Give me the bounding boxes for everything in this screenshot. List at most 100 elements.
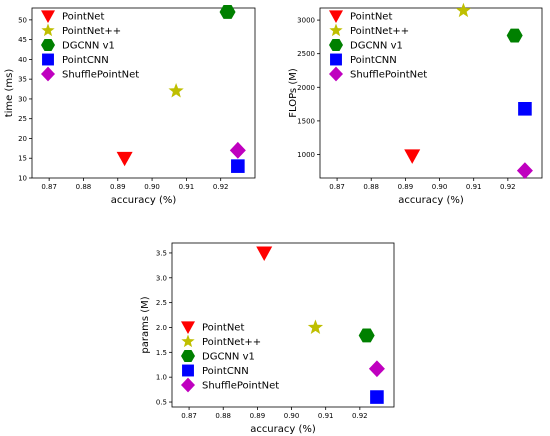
data-point-pointnet- — [455, 2, 472, 18]
x-tick-label: 0.91 — [179, 183, 195, 191]
y-tick-label: 1.0 — [156, 374, 167, 382]
plot-frame — [31, 7, 256, 179]
data-point-pointnet — [116, 151, 133, 167]
x-axis-label: accuracy (%) — [111, 195, 177, 206]
legend-marker — [181, 334, 195, 348]
data-point-shufflepointnet — [368, 360, 385, 378]
x-tick-label: 0.90 — [432, 183, 448, 191]
legend-label: PointNet++ — [62, 26, 121, 37]
y-tick-label: 0.5 — [156, 399, 167, 407]
data-point-pointnet — [404, 149, 421, 164]
legend-marker — [42, 53, 54, 66]
y-tick-label: 10 — [18, 175, 27, 183]
y-tick-label: 35 — [18, 76, 27, 84]
legend: PointNet PointNet++ DGCNN v1 PointCNN Shuffl… — [329, 10, 427, 82]
legend-label: PointCNN — [350, 55, 397, 66]
y-tick-label: 3.5 — [156, 249, 167, 257]
data-point-pointcnn — [518, 101, 532, 116]
y-tick-label: 2.5 — [156, 299, 167, 307]
y-tick-label: 15 — [18, 155, 27, 163]
y-axis-label: params (M) — [140, 296, 151, 353]
y-tick-label: 2500 — [297, 50, 315, 58]
data-point-dgcnn-v1 — [219, 5, 236, 19]
y-tick-label: 1500 — [297, 117, 315, 125]
y-tick-label: 25 — [18, 115, 27, 123]
legend-marker — [41, 23, 55, 37]
x-tick-label: 0.87 — [329, 183, 345, 191]
x-tick-label: 0.89 — [398, 183, 414, 191]
data-point-dgcnn-v1 — [506, 28, 523, 43]
y-axis-label: FLOPs (M) — [288, 68, 299, 118]
legend-label: ShufflePointNet — [202, 381, 279, 392]
subplot-1: 0.87 0.88 0.89 0.90 0.91 0.92 10 15 20 25 30 35 40 45… — [4, 5, 256, 206]
y-tick-label: 3.0 — [156, 274, 167, 282]
x-tick-label: 0.92 — [213, 183, 229, 191]
plot-frame — [171, 242, 395, 408]
x-axis-label: accuracy (%) — [250, 424, 316, 435]
legend-marker — [41, 10, 55, 23]
y-tick-label: 1000 — [297, 151, 315, 159]
legend-label: PointNet++ — [202, 337, 261, 348]
x-tick-label: 0.88 — [215, 412, 231, 420]
data-point-dgcnn-v1 — [358, 328, 375, 343]
data-point-pointnet- — [168, 83, 184, 98]
y-tick-label: 50 — [18, 16, 27, 24]
x-tick-label: 0.87 — [181, 412, 197, 420]
y-tick-label: 40 — [18, 56, 27, 64]
legend-marker — [182, 364, 194, 377]
subplot-3: 0.87 0.88 0.89 0.90 0.91 0.92 0.5 1.0 1.5 2.0 2.5 3… — [140, 242, 395, 435]
legend-marker — [329, 23, 343, 37]
legend-marker — [181, 321, 195, 334]
data-point-shufflepointnet — [516, 162, 533, 180]
y-tick-label: 2000 — [297, 84, 315, 92]
legend-label: PointCNN — [202, 366, 249, 377]
x-tick-label: 0.89 — [250, 412, 266, 420]
legend-marker — [329, 38, 343, 52]
legend-marker — [41, 38, 55, 52]
y-axis-label: time (ms) — [4, 69, 15, 118]
legend-label: PointNet — [350, 12, 392, 23]
x-tick-label: 0.91 — [466, 183, 482, 191]
legend-label: PointCNN — [62, 55, 109, 66]
x-tick-label: 0.92 — [500, 183, 516, 191]
legend: PointNet PointNet++ DGCNN v1 PointCNN Shuffl… — [181, 321, 279, 393]
x-tick-label: 0.90 — [284, 412, 300, 420]
x-tick-label: 0.88 — [363, 183, 379, 191]
legend-marker — [181, 377, 195, 393]
y-tick-label: 30 — [18, 95, 27, 103]
plot-frame — [319, 7, 543, 179]
legend-marker — [329, 10, 343, 23]
data-point-pointcnn — [231, 159, 245, 173]
legend-label: ShufflePointNet — [350, 70, 427, 81]
y-tick-label: 3000 — [297, 17, 315, 25]
legend-label: DGCNN v1 — [202, 352, 255, 363]
x-tick-label: 0.90 — [144, 183, 160, 191]
legend: PointNet PointNet++ DGCNN v1 PointCNN Shuffl… — [41, 10, 139, 82]
data-point-pointcnn — [370, 390, 384, 404]
legend-marker — [329, 66, 343, 82]
subplot-2: 0.87 0.88 0.89 0.90 0.91 0.92 1000 1500 2000 2500… — [288, 2, 543, 206]
x-axis-label: accuracy (%) — [398, 195, 464, 206]
legend-marker — [41, 66, 55, 82]
y-tick-label: 20 — [18, 135, 27, 143]
legend-marker — [330, 53, 342, 66]
y-tick-label: 45 — [18, 36, 27, 44]
legend-label: PointNet — [62, 12, 104, 23]
x-tick-label: 0.89 — [110, 183, 126, 191]
legend-marker — [181, 349, 195, 363]
legend-label: ShufflePointNet — [62, 70, 139, 81]
x-tick-label: 0.91 — [318, 412, 334, 420]
x-tick-label: 0.92 — [352, 412, 368, 420]
data-point-shufflepointnet — [229, 141, 246, 159]
legend-label: DGCNN v1 — [350, 41, 403, 52]
y-tick-label: 1.5 — [156, 349, 167, 357]
x-tick-label: 0.87 — [41, 183, 57, 191]
legend-label: DGCNN v1 — [62, 41, 115, 52]
y-tick-label: 2.0 — [156, 324, 167, 332]
x-tick-label: 0.88 — [76, 183, 92, 191]
data-point-pointnet — [256, 246, 273, 261]
legend-label: PointNet++ — [350, 26, 409, 37]
data-point-pointnet- — [307, 319, 324, 334]
legend-label: PointNet — [202, 323, 244, 334]
